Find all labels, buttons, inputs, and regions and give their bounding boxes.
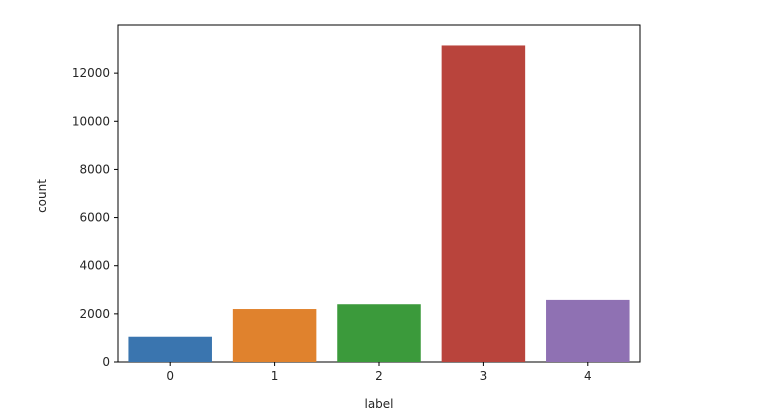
bar-1 <box>232 309 317 362</box>
x-tick-label-1: 1 <box>271 369 279 383</box>
x-tick-label-3: 3 <box>480 369 488 383</box>
bar-4 <box>546 299 630 362</box>
y-axis-label: count <box>35 179 49 213</box>
x-tick-label-0: 0 <box>166 369 174 383</box>
bar-group <box>128 45 630 363</box>
y-tick-label-4000: 4000 <box>79 259 110 273</box>
y-tick-label-12000: 12000 <box>72 66 110 80</box>
y-tick-label-10000: 10000 <box>72 114 110 128</box>
y-tick-label-6000: 6000 <box>79 211 110 225</box>
y-tick-label-2000: 2000 <box>79 307 110 321</box>
y-tick-label-0: 0 <box>102 355 110 369</box>
x-tick-label-4: 4 <box>584 369 592 383</box>
bar-0 <box>128 336 212 362</box>
bar-3 <box>441 45 526 363</box>
bar-2 <box>337 304 421 362</box>
x-axis-ticks: 0 1 2 3 4 <box>166 362 592 383</box>
x-axis-label: label <box>364 397 393 411</box>
y-axis-ticks: 0 2000 4000 6000 8000 10000 12000 <box>72 66 118 369</box>
x-tick-label-2: 2 <box>375 369 383 383</box>
y-tick-label-8000: 8000 <box>79 162 110 176</box>
